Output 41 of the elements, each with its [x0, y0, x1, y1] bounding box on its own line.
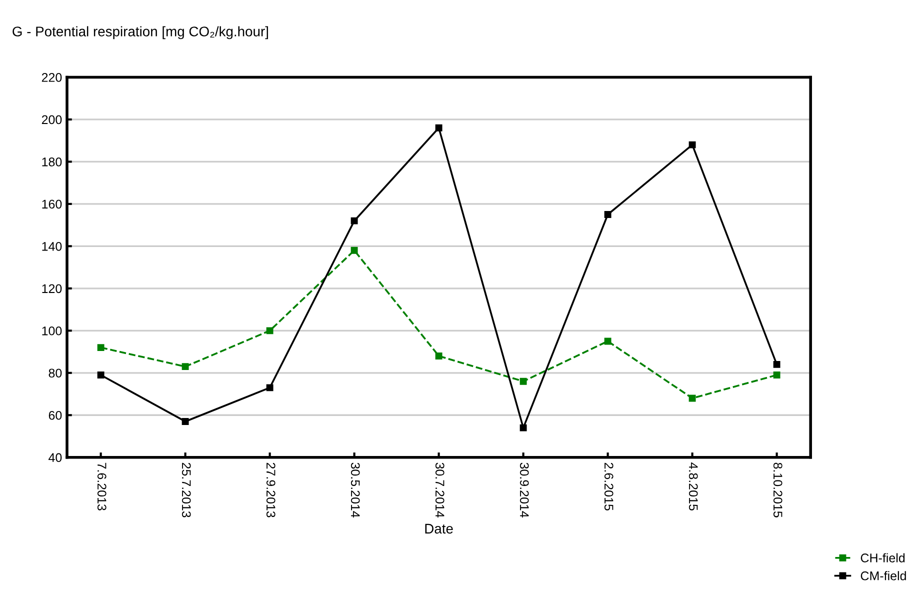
x-axis-title: Date: [425, 524, 453, 534]
x-tick-label: 25.7.2013: [182, 462, 191, 518]
y-tick-label: 160: [42, 200, 62, 209]
y-tick-label: 200: [42, 115, 62, 124]
y-tick-label: 60: [48, 410, 62, 420]
x-tick-label: 7.6.2013: [97, 462, 106, 510]
x-tick-label: 4.8.2015: [688, 462, 698, 510]
point: [266, 384, 274, 392]
point: [350, 246, 358, 254]
point: [97, 372, 104, 378]
point: [773, 372, 780, 378]
point: [182, 418, 189, 425]
point: [604, 211, 612, 218]
y-tick-label: 180: [42, 158, 62, 166]
point: [773, 360, 780, 368]
y-tick-label: 140: [42, 242, 62, 251]
point: [435, 352, 442, 360]
point: [182, 363, 189, 370]
point: [688, 141, 696, 148]
point: [266, 327, 274, 334]
y-tick-label: 220: [42, 73, 62, 82]
point: [350, 217, 358, 224]
x-tick-label: 2.6.2015: [604, 462, 614, 510]
point: [520, 378, 527, 385]
chart-title: G - Potential respiration [mg CO₂/kg.hour]: [12, 26, 268, 40]
y-tick-label: 40: [48, 453, 62, 462]
y-tick-label: 80: [48, 368, 62, 378]
point: [604, 338, 612, 345]
point: [520, 424, 527, 432]
x-tick-label: 30.7.2014: [435, 462, 444, 518]
x-tick-label: 30.9.2014: [520, 462, 529, 518]
y-tick-label: 120: [42, 284, 62, 294]
legend-label: CM-field: [860, 571, 906, 580]
x-tick-label: 27.9.2013: [266, 462, 276, 518]
y-tick-label: 100: [42, 326, 62, 336]
legend-label: CH-field: [860, 553, 905, 562]
point: [435, 124, 442, 132]
x-tick-label: 30.5.2014: [350, 462, 360, 518]
x-tick-label: 8.10.2015: [773, 462, 782, 518]
point: [688, 394, 696, 402]
point: [97, 344, 104, 352]
